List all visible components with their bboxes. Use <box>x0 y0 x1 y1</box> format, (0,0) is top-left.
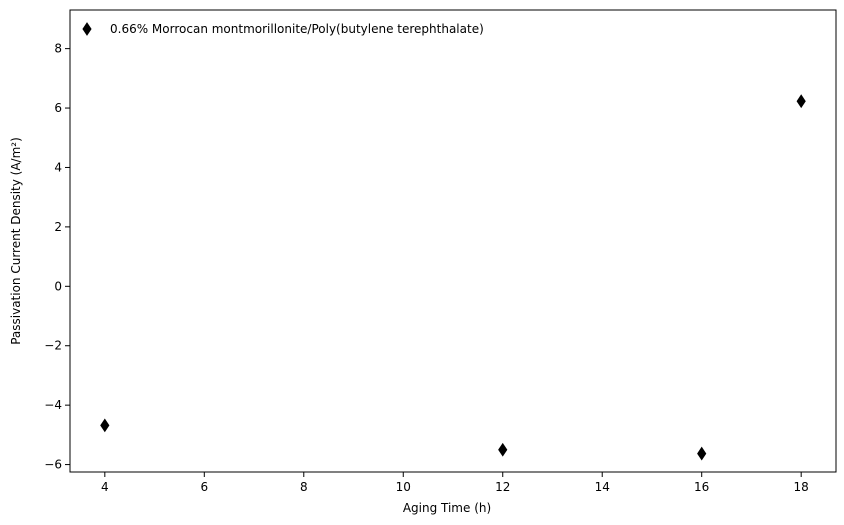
legend: 0.66% Morrocan montmorillonite/Poly(buty… <box>82 22 484 36</box>
x-tick-label: 8 <box>300 480 308 494</box>
x-tick-label: 16 <box>694 480 709 494</box>
plot-area <box>70 10 836 472</box>
legend-marker-diamond <box>82 22 92 36</box>
y-tick-label: 8 <box>54 42 62 56</box>
plot-frame <box>69 9 837 473</box>
y-tick-label: 6 <box>54 101 62 115</box>
y-axis-ticks: −6 −4 −2 0 2 4 6 8 <box>44 42 70 472</box>
y-tick-label: −4 <box>44 398 62 412</box>
y-tick-label: −2 <box>44 339 62 353</box>
x-tick-label: 14 <box>595 480 610 494</box>
x-tick-label: 18 <box>794 480 809 494</box>
y-tick-label: 0 <box>54 279 62 293</box>
y-axis-label: Passivation Current Density (A/m²) <box>9 137 23 345</box>
x-tick-label: 12 <box>495 480 510 494</box>
x-tick-label: 6 <box>200 480 208 494</box>
x-axis-label: Aging Time (h) <box>403 501 491 515</box>
legend-marker <box>82 22 92 36</box>
data-point <box>697 446 707 461</box>
y-tick-label: 4 <box>54 160 62 174</box>
data-point <box>796 94 806 109</box>
data-points <box>100 94 806 461</box>
x-axis-ticks: 4 6 8 10 12 14 16 18 <box>101 472 809 494</box>
data-point <box>100 418 110 433</box>
y-tick-label: 2 <box>54 220 62 234</box>
legend-entry-label: 0.66% Morrocan montmorillonite/Poly(buty… <box>110 22 484 36</box>
y-tick-label: −6 <box>44 458 62 472</box>
x-tick-label: 4 <box>101 480 109 494</box>
x-tick-label: 10 <box>396 480 411 494</box>
data-point <box>498 442 508 457</box>
